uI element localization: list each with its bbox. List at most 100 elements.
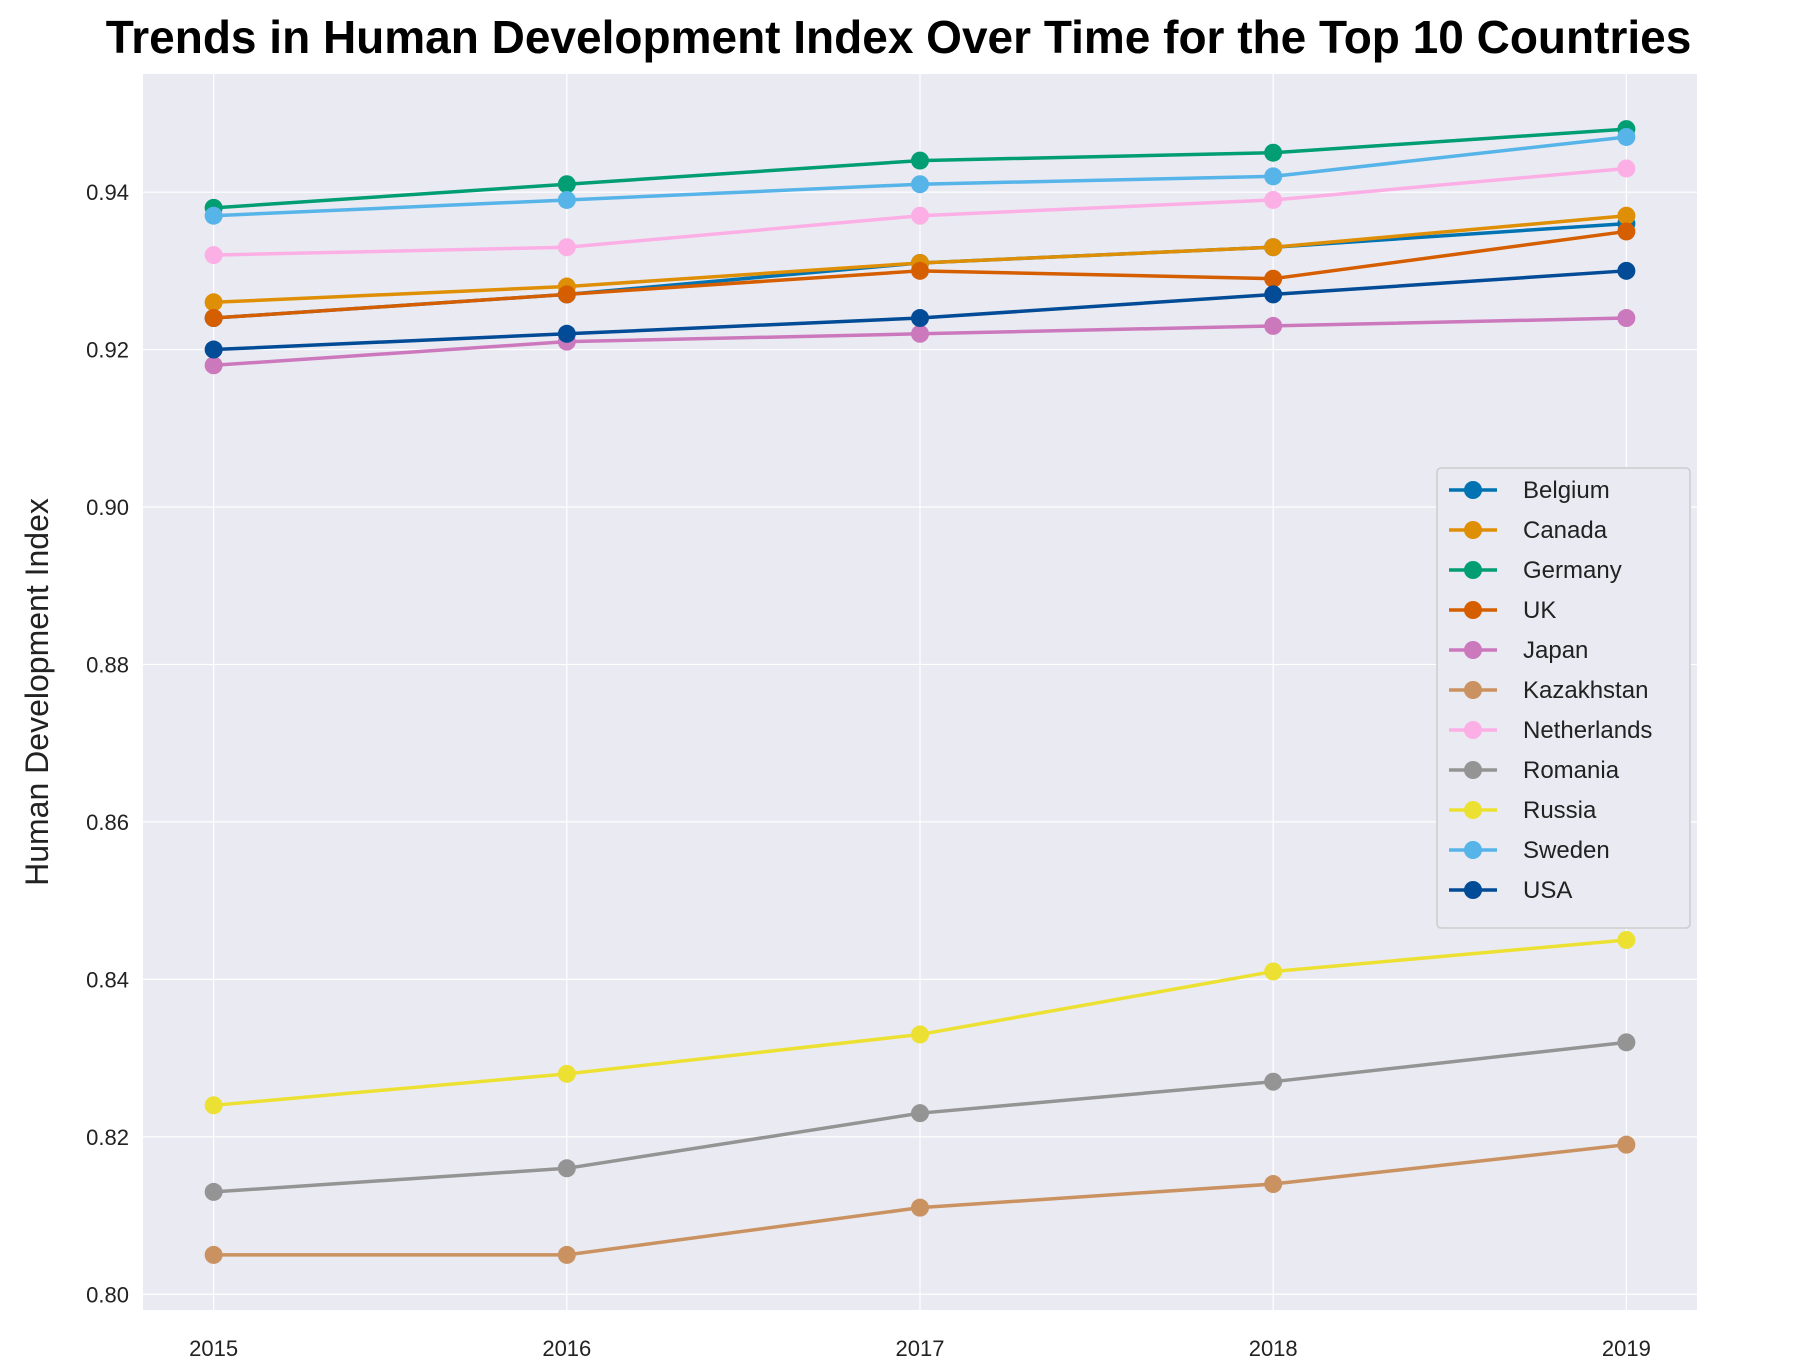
series-netherlands	[204, 159, 1636, 265]
data-point	[1617, 1033, 1636, 1052]
legend-item-belgium: Belgium	[1449, 477, 1610, 504]
series-russia	[204, 930, 1636, 1115]
legend-marker	[1464, 881, 1482, 899]
y-tick-label: 0.82	[86, 1125, 129, 1150]
data-point	[1264, 1072, 1283, 1091]
data-point	[204, 246, 223, 265]
series-sweden	[204, 127, 1636, 225]
legend-label: Germany	[1523, 557, 1622, 584]
data-point	[204, 340, 223, 359]
x-axis-ticks: 2015 2016 2017 2018 2019	[189, 1336, 1651, 1361]
legend-item-usa: USA	[1449, 877, 1572, 904]
data-point	[1264, 962, 1283, 981]
legend-marker	[1464, 721, 1482, 739]
legend-label: Russia	[1523, 797, 1597, 824]
data-point	[911, 206, 929, 225]
legend-item-russia: Russia	[1449, 797, 1597, 824]
legend-marker	[1464, 801, 1482, 819]
legend-marker	[1464, 521, 1482, 539]
legend-item-uk: UK	[1449, 597, 1556, 624]
data-point	[911, 261, 929, 280]
data-point	[1264, 143, 1283, 162]
legend-marker	[1464, 761, 1482, 779]
y-axis-ticks: 0.80 0.82 0.84 0.86 0.88 0.90 0.92 0.94	[86, 180, 129, 1307]
legend-label: Romania	[1523, 757, 1620, 784]
data-point	[1264, 238, 1283, 257]
legend-marker	[1464, 641, 1482, 659]
data-point	[1617, 206, 1636, 225]
data-point	[1264, 167, 1283, 186]
data-point	[204, 309, 223, 328]
y-tick-label: 0.94	[86, 180, 129, 205]
data-point	[911, 309, 929, 328]
data-point	[204, 293, 223, 312]
data-point	[1617, 261, 1636, 280]
data-point	[557, 1064, 576, 1083]
series-uk	[204, 222, 1636, 328]
legend-item-netherlands: Netherlands	[1449, 717, 1652, 744]
legend-marker	[1464, 481, 1482, 499]
data-point	[557, 1159, 576, 1178]
data-point	[204, 1245, 223, 1264]
legend-item-japan: Japan	[1449, 637, 1588, 664]
data-point	[557, 1245, 576, 1264]
legend-label: Belgium	[1523, 477, 1610, 504]
data-point	[1264, 269, 1283, 288]
legend-item-kazakhstan: Kazakhstan	[1449, 677, 1648, 704]
legend-label: Canada	[1523, 517, 1608, 544]
data-point	[1264, 285, 1283, 304]
series-kazakhstan	[204, 1135, 1636, 1264]
y-axis-label: Human Development Index	[19, 498, 55, 886]
legend-item-sweden: Sweden	[1449, 837, 1610, 864]
x-tick-label: 2015	[189, 1336, 238, 1361]
y-tick-label: 0.80	[86, 1282, 129, 1307]
data-point	[1264, 190, 1283, 209]
data-point	[911, 1104, 929, 1123]
legend-item-germany: Germany	[1449, 557, 1622, 584]
data-point	[204, 1096, 223, 1115]
data-point	[1264, 316, 1283, 335]
data-point	[557, 238, 576, 257]
data-point	[1617, 930, 1636, 949]
series-usa	[204, 261, 1636, 359]
data-point	[1264, 1175, 1283, 1194]
legend-label: USA	[1523, 877, 1572, 904]
data-point	[204, 356, 223, 375]
series-lines	[204, 120, 1636, 1264]
data-point	[1617, 222, 1636, 241]
legend-label: Japan	[1523, 637, 1588, 664]
data-point	[911, 324, 929, 343]
x-tick-label: 2019	[1602, 1336, 1651, 1361]
data-point	[204, 206, 223, 225]
y-tick-label: 0.92	[86, 338, 129, 363]
y-tick-label: 0.86	[86, 810, 129, 835]
data-point	[557, 190, 576, 209]
x-tick-label: 2017	[896, 1336, 945, 1361]
series-romania	[204, 1033, 1636, 1201]
legend-label: Kazakhstan	[1523, 677, 1648, 704]
data-point	[1617, 127, 1636, 146]
data-point	[557, 175, 576, 194]
x-tick-label: 2018	[1249, 1336, 1298, 1361]
legend-marker	[1464, 561, 1482, 579]
data-point	[1617, 159, 1636, 178]
legend-label: Sweden	[1523, 837, 1610, 864]
data-point	[911, 175, 929, 194]
x-tick-label: 2016	[542, 1336, 591, 1361]
data-point	[557, 285, 576, 304]
y-tick-label: 0.84	[86, 967, 129, 992]
legend-box	[1436, 467, 1691, 929]
legend: Belgium Canada Germany UK Japan Kazakhstan Net…	[1436, 467, 1691, 929]
data-point	[911, 1198, 929, 1217]
data-point	[1617, 309, 1636, 328]
y-tick-label: 0.90	[86, 495, 129, 520]
legend-label: UK	[1523, 597, 1556, 624]
y-tick-label: 0.88	[86, 652, 129, 677]
legend-label: Netherlands	[1523, 717, 1652, 744]
legend-marker	[1464, 841, 1482, 859]
legend-item-romania: Romania	[1449, 757, 1620, 784]
chart-title: Trends in Human Development Index Over T…	[105, 11, 1692, 63]
data-point	[911, 151, 929, 170]
data-point	[1617, 1135, 1636, 1154]
